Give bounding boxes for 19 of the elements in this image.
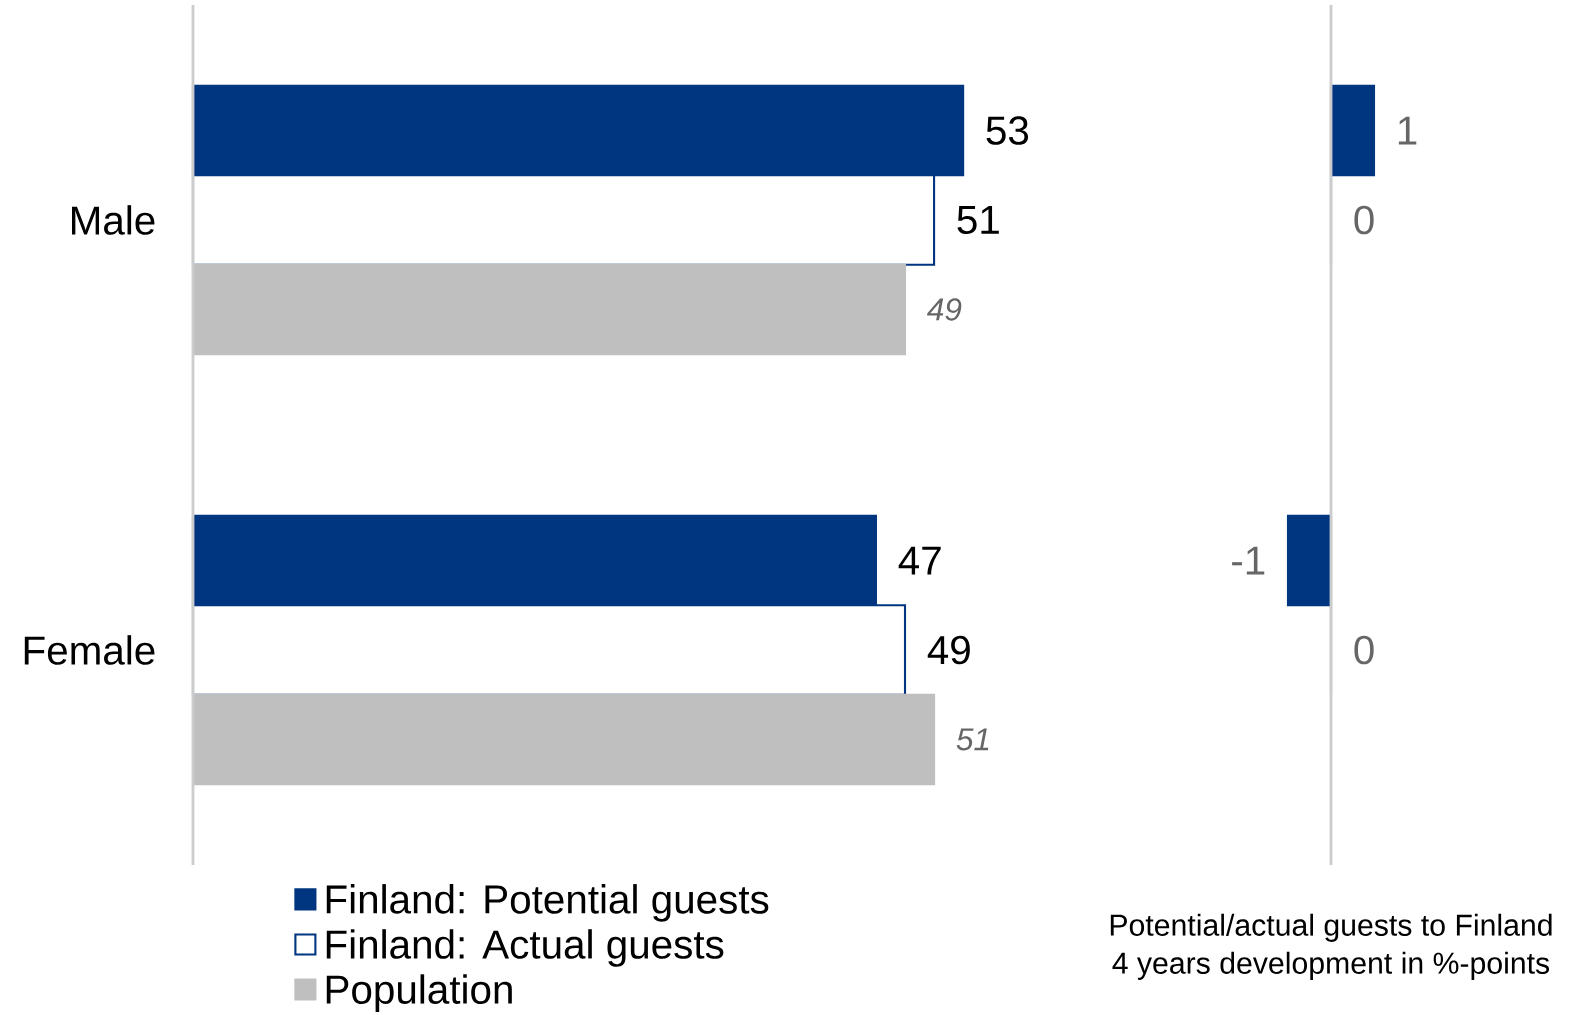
bar (191, 693, 936, 786)
data-label: 0 (1354, 205, 1374, 235)
data-label: -1 (1232, 546, 1265, 575)
data-label: 53 (986, 116, 1029, 145)
legend-label: Population (326, 974, 512, 1012)
text: 4 years development in %-points (1112, 951, 1550, 980)
data-label: 51 (956, 728, 989, 751)
legend-label: Finland: Actual guests (326, 929, 724, 967)
y-tick-label: Female (24, 635, 155, 665)
legend-label: Finland: Potential guests (326, 884, 769, 922)
data-label: 49 (927, 298, 962, 321)
y-tick-label: Male (72, 205, 155, 235)
data-label: 1 (1398, 116, 1417, 145)
bar (191, 263, 907, 356)
data-label: 0 (1354, 635, 1374, 665)
data-label: 47 (898, 546, 941, 575)
data-label: 51 (957, 205, 999, 235)
text: Potential/actual guests to Finland (1110, 913, 1552, 942)
data-label: 49 (927, 635, 970, 665)
